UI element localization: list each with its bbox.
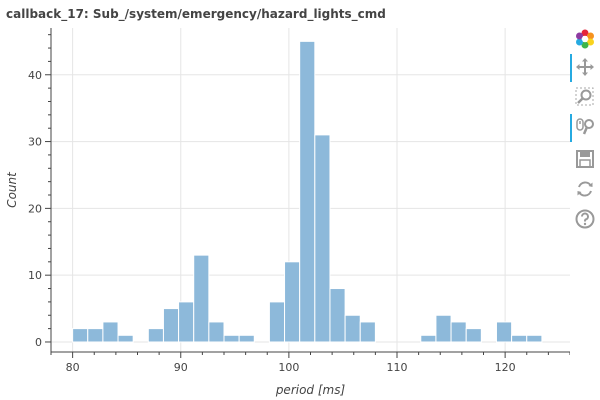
histogram-bar bbox=[178, 301, 195, 343]
wheel-zoom-icon bbox=[576, 118, 594, 135]
histogram-bars bbox=[72, 40, 543, 343]
save-tool-button[interactable] bbox=[570, 146, 600, 172]
axes: 80 90 100 110 120 0 10 20 30 40 bbox=[28, 28, 570, 374]
histogram-bar bbox=[102, 321, 119, 343]
histogram-bar bbox=[450, 321, 467, 343]
reset-icon bbox=[577, 181, 593, 197]
y-tick-label: 0 bbox=[35, 336, 42, 349]
help-icon bbox=[575, 209, 595, 229]
histogram-bar bbox=[299, 40, 316, 343]
histogram-bar bbox=[344, 314, 361, 343]
y-axis-label: Count bbox=[5, 171, 19, 208]
histogram-bar bbox=[238, 334, 255, 343]
chart-title: callback_17: Sub_/system/emergency/hazar… bbox=[6, 7, 386, 21]
histogram-bar bbox=[420, 334, 437, 343]
x-tick-label: 80 bbox=[66, 361, 80, 374]
histogram-bar bbox=[72, 328, 89, 343]
histogram-bar bbox=[526, 334, 543, 343]
histogram-bar bbox=[329, 288, 346, 343]
reset-tool-button[interactable] bbox=[570, 176, 600, 202]
x-tick-label: 100 bbox=[278, 361, 299, 374]
help-tool-button[interactable] bbox=[570, 206, 600, 232]
histogram-bar bbox=[495, 321, 513, 343]
histogram-bar bbox=[87, 328, 104, 343]
histogram-bar bbox=[162, 308, 180, 343]
box-zoom-tool-button[interactable] bbox=[570, 84, 600, 110]
histogram-bar bbox=[268, 301, 286, 343]
plot-toolbar bbox=[570, 26, 600, 246]
histogram-plot[interactable]: 80 90 100 110 120 0 10 20 30 40 period [ms] Count bbox=[0, 0, 570, 400]
histogram-bar bbox=[359, 321, 376, 343]
pan-icon bbox=[576, 58, 594, 76]
wheel-zoom-tool-button[interactable] bbox=[570, 114, 600, 142]
histogram-bar bbox=[465, 328, 482, 343]
histogram-bar bbox=[117, 334, 134, 343]
x-axis-label: period [ms] bbox=[275, 383, 346, 397]
histogram-bar bbox=[208, 321, 225, 343]
histogram-bar bbox=[314, 134, 331, 343]
y-tick-label: 10 bbox=[28, 269, 42, 282]
histogram-bar bbox=[511, 334, 528, 343]
x-tick-label: 110 bbox=[387, 361, 408, 374]
save-icon bbox=[576, 150, 594, 168]
y-tick-label: 30 bbox=[28, 136, 42, 149]
box-zoom-icon bbox=[575, 87, 594, 106]
bokeh-logo-icon[interactable] bbox=[570, 26, 600, 52]
histogram-bar bbox=[284, 261, 301, 343]
x-tick-label: 90 bbox=[174, 361, 188, 374]
y-tick-label: 40 bbox=[28, 69, 42, 82]
y-tick-label: 20 bbox=[28, 202, 42, 215]
histogram-bar bbox=[147, 328, 164, 343]
histogram-bar bbox=[193, 254, 210, 343]
histogram-bar bbox=[223, 334, 240, 343]
pan-tool-button[interactable] bbox=[570, 54, 600, 82]
x-tick-label: 120 bbox=[495, 361, 516, 374]
histogram-bar bbox=[435, 314, 452, 343]
